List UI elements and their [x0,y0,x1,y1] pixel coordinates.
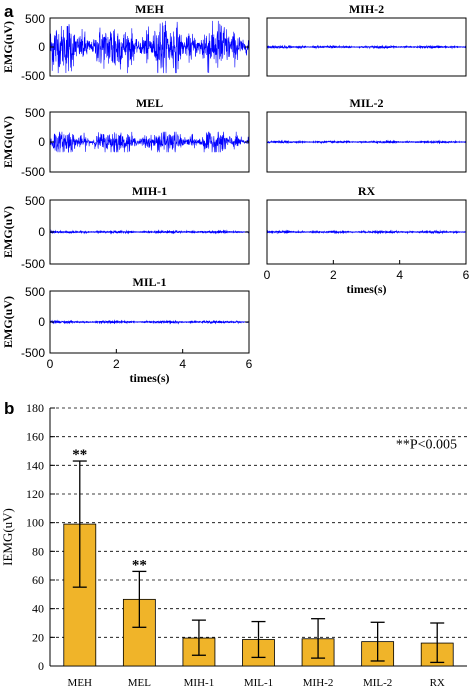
significance-annotation: **P<0.005 [396,438,457,453]
y-axis-label: EMG(uV) [1,206,15,258]
y-tick-label: 0 [38,40,45,54]
panel-title: MEH [135,2,164,16]
x-tick-label: MEH [68,677,93,689]
emg-trace [266,139,467,145]
x-tick-label: 2 [113,357,120,371]
emg-panel-mil-2: MIL-2 [266,96,467,173]
y-tick-label: -500 [21,165,45,179]
x-tick-label: MIL-1 [244,677,273,689]
emg-panel-mel: MEL -500 0 500 EMG(uV) [1,96,250,179]
y-tick-label: -500 [21,257,45,271]
emg-trace [266,44,467,50]
emg-trace [49,229,250,235]
panel-letter-a: a [4,2,14,21]
x-tick-label: 6 [246,357,253,371]
x-axis-label: times(s) [130,371,170,385]
y-tick-label: 0 [38,225,45,239]
iemg-bar-chart: 0 20 40 60 80 100 120 140 160 180 ** MEH ** MEL MIH-1 M… [0,401,467,689]
x-tick-label: 0 [47,357,54,371]
y-tick-label: 500 [25,12,45,26]
emg-trace [49,131,250,153]
emg-panel-mih-2: MIH-2 [266,2,467,77]
y-tick-label: 0 [38,315,45,329]
x-tick-label: RX [430,677,445,689]
x-tick-label: 6 [463,268,470,282]
y-tick-label: 160 [26,430,44,444]
panel-title: MIL-1 [133,275,167,289]
panel-title: MEL [136,96,163,110]
y-tick-label: 500 [25,194,45,208]
x-tick-label: MIH-1 [184,677,215,689]
significance-marker: ** [72,447,87,463]
x-tick-label: MIL-2 [363,677,392,689]
axes-frame [266,17,467,77]
emg-trace [49,20,250,74]
y-tick-label: 100 [26,516,44,530]
y-tick-label: 80 [32,544,44,558]
x-tick-label: MEL [128,677,152,689]
y-tick-label: 500 [25,106,45,120]
x-tick-label: 0 [264,268,271,282]
y-axis-label: EMG(uV) [1,21,15,73]
y-axis-label: EMG(uV) [1,116,15,168]
y-tick-label: 60 [32,573,44,587]
axes-frame [266,199,467,265]
y-tick-label: -500 [21,346,45,360]
x-tick-label: 4 [179,357,186,371]
y-tick-label: 0 [38,659,44,673]
y-tick-label: 120 [26,487,44,501]
axes-frame [266,111,467,173]
y-tick-label: 500 [25,285,45,299]
emg-trace [49,319,250,325]
x-axis-label: times(s) [347,282,387,296]
x-tick-label: 2 [330,268,337,282]
x-tick-label: 4 [396,268,403,282]
y-tick-label: 0 [38,135,45,149]
y-tick-label: 180 [26,401,44,415]
y-tick-label: 140 [26,458,44,472]
significance-marker: ** [132,557,147,573]
y-axis-label: IEMG(uV) [0,508,15,566]
panel-title: RX [358,184,376,198]
emg-panel-rx: RX 0 2 4 6 times(s) [264,184,470,296]
panel-letter-b: b [4,399,14,418]
y-tick-label: -500 [21,69,45,83]
panel-title: MIH-2 [349,2,384,16]
x-tick-label: MIH-2 [303,677,334,689]
y-tick-label: 40 [32,602,44,616]
emg-trace [266,229,467,235]
y-axis-label: EMG(uV) [1,296,15,348]
panel-title: MIH-1 [132,184,167,198]
emg-panel-meh: MEH -500 0 500 EMG(uV) [1,2,250,83]
panel-title: MIL-2 [350,96,384,110]
y-tick-label: 20 [32,630,44,644]
emg-panel-mih-1: MIH-1 -500 0 500 EMG(uV) [1,184,250,271]
